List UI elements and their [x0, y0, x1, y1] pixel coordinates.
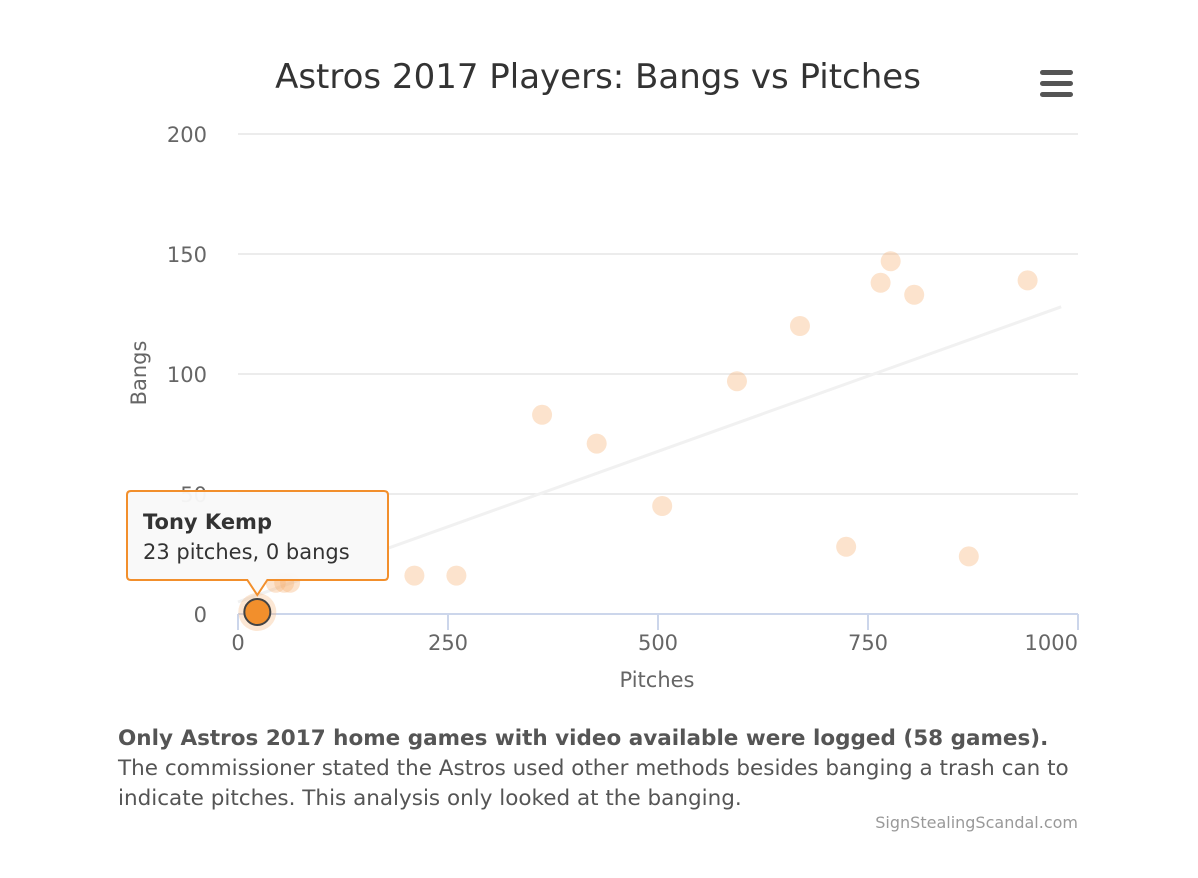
y-tick-label: 100	[167, 363, 207, 387]
chart-menu-button[interactable]	[1034, 64, 1078, 104]
x-axis: 0 250 500 750 1000	[231, 613, 1079, 655]
hamburger-menu-icon	[1040, 70, 1073, 75]
x-tick-label: 250	[428, 631, 468, 655]
x-tick-label: 0	[231, 631, 244, 655]
y-tick-label: 0	[194, 603, 207, 627]
data-point[interactable]	[880, 251, 901, 272]
data-point[interactable]	[726, 371, 747, 392]
data-point[interactable]	[1017, 270, 1038, 291]
y-tick-label: 150	[167, 243, 207, 267]
hamburger-menu-icon	[1040, 81, 1073, 86]
data-point[interactable]	[404, 565, 425, 586]
tooltip-player-name: Tony Kemp	[143, 510, 272, 534]
data-point[interactable]	[446, 565, 467, 586]
tooltip-value-text: 23 pitches, 0 bangs	[143, 540, 350, 564]
grid-lines	[238, 133, 1078, 495]
x-tick-label: 750	[848, 631, 888, 655]
x-tick-label: 1000	[1025, 631, 1078, 655]
caption-lead: Only Astros 2017 home games with video a…	[118, 726, 1049, 751]
x-tick-label: 500	[638, 631, 678, 655]
hamburger-menu-icon	[1040, 92, 1073, 97]
data-point[interactable]	[958, 546, 979, 567]
data-point[interactable]	[586, 433, 607, 454]
caption-body: The commissioner stated the Astros used …	[118, 756, 1069, 811]
data-point[interactable]	[532, 404, 553, 425]
chart-caption: Only Astros 2017 home games with video a…	[118, 724, 1088, 814]
data-point[interactable]	[870, 272, 891, 293]
data-point[interactable]	[789, 316, 810, 336]
chart-title: Astros 2017 Players: Bangs vs Pitches	[275, 57, 921, 97]
y-axis-title: Bangs	[127, 341, 151, 406]
data-point[interactable]	[904, 284, 925, 305]
data-point[interactable]	[836, 536, 857, 557]
data-points[interactable]	[238, 251, 1038, 631]
tooltip: Tony Kemp 23 pitches, 0 bangs	[126, 490, 389, 597]
credit-link[interactable]: SignStealingScandal.com	[875, 813, 1078, 832]
tooltip-box	[126, 490, 389, 597]
data-point[interactable]	[652, 496, 673, 516]
y-tick-label: 200	[167, 123, 207, 147]
x-axis-title: Pitches	[620, 668, 695, 692]
data-point-highlighted[interactable]	[243, 598, 272, 626]
